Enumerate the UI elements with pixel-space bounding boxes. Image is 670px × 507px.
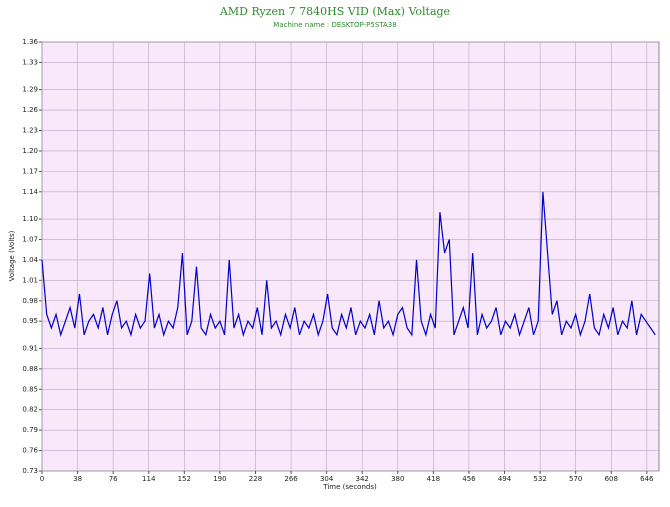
x-tick-label: 646	[640, 475, 654, 483]
y-tick-label: 0.82	[22, 406, 38, 414]
y-tick-label: 0.88	[22, 365, 38, 373]
x-axis-label: Time (seconds)	[322, 483, 377, 491]
y-tick-label: 1.23	[22, 127, 38, 135]
x-tick-label: 570	[569, 475, 582, 483]
x-tick-label: 456	[462, 475, 476, 483]
x-tick-label: 266	[284, 475, 298, 483]
y-tick-label: 0.85	[22, 385, 38, 393]
y-tick-label: 1.26	[22, 106, 38, 114]
x-tick-label: 0	[40, 475, 44, 483]
x-tick-label: 38	[73, 475, 82, 483]
x-tick-label: 114	[142, 475, 156, 483]
y-axis-label: Voltage (Volts)	[8, 230, 16, 281]
y-tick-label: 0.95	[22, 317, 38, 325]
y-tick-label: 1.33	[22, 58, 38, 66]
x-tick-label: 304	[320, 475, 334, 483]
x-tick-label: 228	[249, 475, 262, 483]
chart-subtitle: Machine name : DESKTOP-P5STA38	[273, 21, 396, 29]
y-tick-label: 1.17	[22, 167, 38, 175]
x-tick-label: 190	[213, 475, 226, 483]
y-tick-label: 1.14	[22, 188, 38, 196]
y-tick-label: 0.76	[22, 447, 38, 455]
y-tick-label: 1.07	[22, 235, 38, 243]
x-tick-label: 532	[533, 475, 546, 483]
x-tick-label: 418	[427, 475, 440, 483]
x-tick-label: 152	[178, 475, 191, 483]
y-tick-label: 0.79	[22, 426, 38, 434]
y-tick-label: 1.04	[22, 256, 38, 264]
chart-title: AMD Ryzen 7 7840HS VID (Max) Voltage	[219, 5, 450, 18]
y-tick-label: 0.73	[22, 467, 38, 475]
y-tick-label: 0.91	[22, 344, 38, 352]
x-tick-label: 380	[391, 475, 404, 483]
data-line	[41, 191, 656, 337]
x-tick-label: 342	[356, 475, 369, 483]
x-tick-label: 76	[109, 475, 118, 483]
plot-area	[41, 41, 660, 472]
y-tick-label: 1.29	[22, 86, 38, 94]
y-tick-label: 1.10	[22, 215, 38, 223]
x-tick-label: 494	[498, 475, 512, 483]
y-tick-label: 1.20	[22, 147, 38, 155]
y-tick-label: 0.98	[22, 297, 38, 305]
y-tick-label: 1.36	[22, 38, 38, 46]
y-tick-label: 1.01	[22, 276, 38, 284]
x-tick-label: 608	[605, 475, 618, 483]
